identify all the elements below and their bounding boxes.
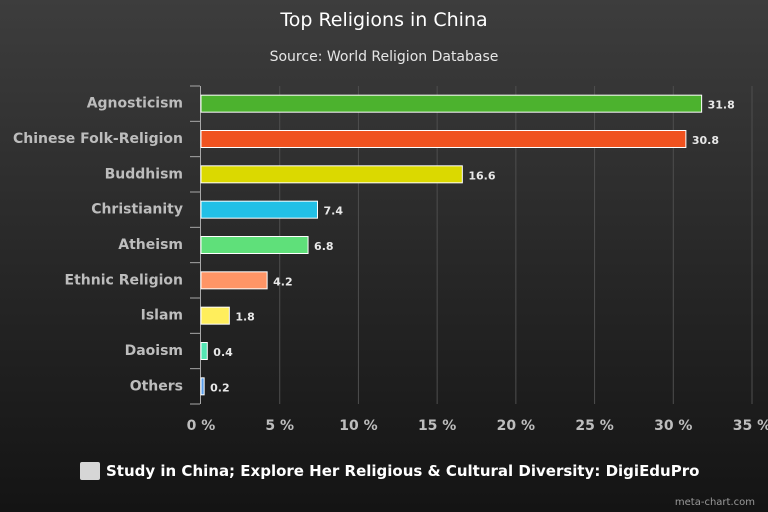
bar[interactable] — [200, 306, 230, 325]
x-tick-label: 5 % — [265, 418, 294, 434]
x-tick-label: 30 % — [654, 418, 692, 434]
x-tick-label: 25 % — [575, 418, 613, 434]
bar[interactable] — [200, 94, 703, 113]
data-label: 16.6 — [468, 169, 495, 182]
bar[interactable] — [200, 130, 687, 148]
data-label: 4.2 — [273, 275, 293, 288]
x-tick-label: 20 % — [497, 418, 535, 434]
data-label: 0.4 — [213, 346, 233, 359]
x-tick-label: 10 % — [339, 418, 377, 434]
data-label: 31.8 — [708, 99, 735, 112]
category-label: Daoism — [125, 343, 183, 359]
category-label: Others — [130, 378, 183, 394]
data-label: 1.8 — [235, 311, 255, 324]
data-label: 6.8 — [314, 240, 334, 253]
credit-text[interactable]: meta-chart.com — [674, 497, 755, 508]
x-tick-label: 15 % — [418, 418, 456, 434]
category-label: Christianity — [91, 202, 183, 218]
chart-subtitle: Source: World Religion Database — [269, 49, 499, 65]
bar[interactable] — [200, 200, 318, 219]
data-label: 7.4 — [323, 205, 343, 218]
chart-title: Top Religions in China — [280, 9, 488, 31]
x-tick-label: 35 % — [733, 418, 768, 434]
category-label: Ethnic Religion — [65, 272, 183, 288]
category-label: Buddhism — [105, 166, 183, 182]
bar[interactable] — [200, 236, 309, 254]
category-label: Chinese Folk-Religion — [13, 131, 183, 147]
data-label: 0.2 — [210, 381, 230, 394]
category-label: Atheism — [118, 237, 183, 253]
bar[interactable] — [200, 271, 268, 290]
legend[interactable]: Study in China; Explore Her Religious & … — [80, 459, 699, 483]
legend-label[interactable]: Study in China; Explore Her Religious & … — [106, 462, 700, 480]
data-label: 30.8 — [692, 134, 719, 147]
bar[interactable] — [200, 165, 463, 184]
category-label: Agnosticism — [87, 96, 183, 112]
bar[interactable] — [200, 377, 205, 396]
legend-swatch[interactable] — [80, 462, 100, 480]
category-label: Islam — [141, 308, 183, 324]
x-tick-label: 0 % — [187, 418, 216, 434]
bar[interactable] — [200, 342, 208, 360]
